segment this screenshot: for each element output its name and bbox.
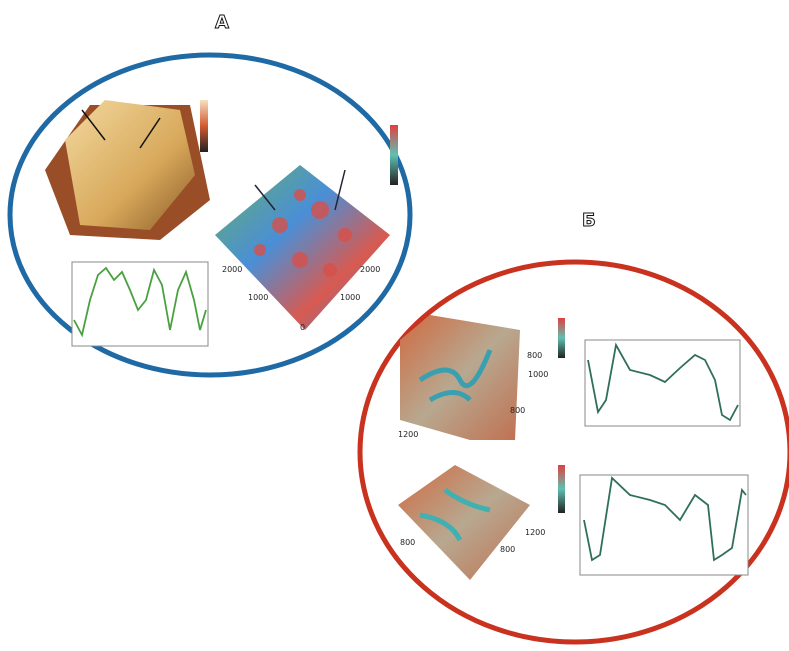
axis-tick: 2000 [222,265,242,274]
surface [398,465,530,580]
axis-tick: 1200 [398,430,418,439]
figure: А Б 2000 1000 0 2000 1000 1200 800 1000 … [0,0,789,647]
axis-tick: 1200 [525,528,545,537]
axis-tick: 800 [500,545,515,554]
panel-label: Б [582,210,596,231]
axis-tick: 1000 [528,370,548,379]
axis-tick: 1000 [340,293,360,302]
color-bar [200,100,208,152]
color-bar [558,318,565,358]
axis-tick: 1000 [248,293,268,302]
axis-tick: 800 [527,351,542,360]
axis-tick: 0 [300,323,305,332]
panel-label: А [215,12,229,33]
group-outline [360,262,789,642]
axis-tick: 800 [400,538,415,547]
color-bar [558,465,565,513]
color-bar [390,125,398,185]
axis-tick: 2000 [360,265,380,274]
axis-tick: 800 [510,406,525,415]
